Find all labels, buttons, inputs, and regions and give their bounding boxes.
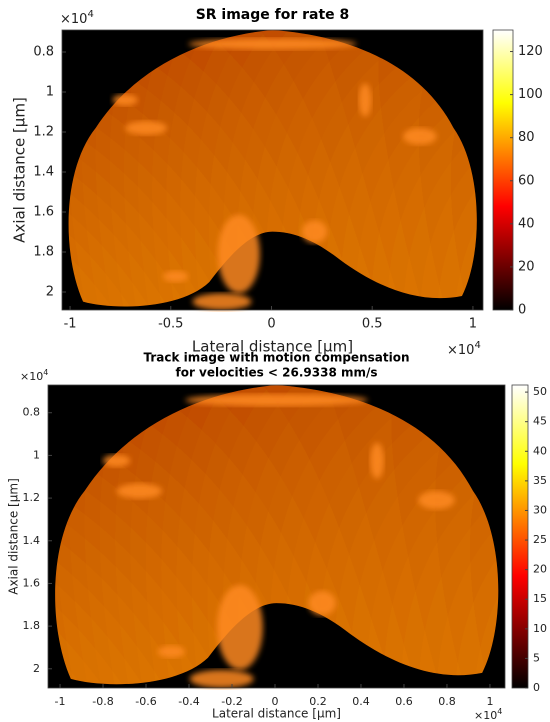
x-tick-label: -0.6 xyxy=(135,695,156,708)
x-tick-label: -1 xyxy=(64,317,77,332)
y-tick-label: 1.6 xyxy=(23,576,41,589)
axis-multiplier: ×104 xyxy=(60,9,94,27)
hotspot xyxy=(188,38,357,50)
y-axis-label: Axial distance [μm] xyxy=(7,478,21,595)
hotspots xyxy=(102,394,455,688)
y-tick-label: 1 xyxy=(33,448,40,461)
hotspot xyxy=(308,591,336,616)
colorbar-tick-label: 25 xyxy=(533,533,547,546)
colorbar-tick-label: 5 xyxy=(533,651,540,664)
hotspot xyxy=(163,270,189,282)
y-axis-label: Axial distance [μm] xyxy=(11,97,29,243)
hotspot xyxy=(157,645,186,658)
chart-title: for velocities < 26.9338 mm/s xyxy=(175,366,377,380)
colorbar-tick-label: 0 xyxy=(518,303,526,318)
x-tick-label: -1 xyxy=(55,695,66,708)
multiplier-power: 4 xyxy=(43,368,48,377)
multiplier-base: ×10 xyxy=(20,370,43,383)
hotspot xyxy=(403,128,437,145)
colorbar-tick-label: 120 xyxy=(518,44,543,59)
y-tick-label: 0.8 xyxy=(33,45,54,60)
axes-frame xyxy=(61,29,484,311)
hotspot xyxy=(192,293,252,310)
x-tick-label: 0.4 xyxy=(352,695,370,708)
vessels xyxy=(68,30,477,307)
y-tick-label: 1.2 xyxy=(23,491,41,504)
multiplier-base: ×10 xyxy=(60,12,87,27)
multiplier-power: 4 xyxy=(87,9,93,20)
colorbar xyxy=(511,384,529,689)
x-tick-label: 0 xyxy=(271,695,278,708)
colorbar-tick-label: 0 xyxy=(533,681,540,694)
axis-multiplier: ×104 xyxy=(447,340,481,358)
vessels xyxy=(55,385,499,685)
y-tick-label: 1.8 xyxy=(23,619,41,632)
axis-multiplier: ×104 xyxy=(474,707,502,722)
x-tick-label: 0.8 xyxy=(438,695,456,708)
colorbar-tick-label: 10 xyxy=(533,622,547,635)
colorbar-tick-label: 20 xyxy=(518,259,535,274)
heatmap-image xyxy=(68,30,477,307)
chart-title: Track image with motion compensation xyxy=(143,351,409,365)
x-tick-label: -0.2 xyxy=(221,695,242,708)
y-tick-label: 1.2 xyxy=(33,125,54,140)
hotspot xyxy=(358,83,372,117)
y-tick-label: 1.8 xyxy=(33,245,54,260)
colorbar-tick-label: 40 xyxy=(518,216,535,231)
x-tick-label: 0.6 xyxy=(395,695,413,708)
chart-title: SR image for rate 8 xyxy=(196,7,350,23)
hotspot xyxy=(418,491,455,510)
hotspot xyxy=(301,220,328,243)
multiplier-base: ×10 xyxy=(474,709,497,722)
x-tick-label: 0.5 xyxy=(362,317,383,332)
hotspots xyxy=(112,38,437,310)
axis-multiplier: ×104 xyxy=(20,368,48,384)
multiplier-base: ×10 xyxy=(447,343,474,358)
y-tick-label: 2 xyxy=(46,285,54,300)
multiplier-power: 4 xyxy=(474,340,480,351)
hotspot xyxy=(185,394,368,407)
hotspot xyxy=(116,483,163,499)
y-tick-label: 1.6 xyxy=(33,205,54,220)
multiplier-power: 4 xyxy=(497,707,502,716)
y-tick-label: 2 xyxy=(33,662,40,675)
heatmap-image xyxy=(55,385,499,685)
y-tick-label: 0.8 xyxy=(23,406,41,419)
hotspot xyxy=(189,669,254,688)
colorbar-tick-label: 80 xyxy=(518,130,535,145)
x-tick-label: -0.5 xyxy=(158,317,183,332)
colorbar-tick-label: 20 xyxy=(533,563,547,576)
hotspot xyxy=(102,454,131,467)
hotspot xyxy=(125,121,168,135)
x-tick-label: -0.4 xyxy=(178,695,199,708)
colorbar-tick-label: 50 xyxy=(533,385,547,398)
x-axis-label: Lateral distance [μm] xyxy=(212,707,341,721)
x-tick-label: 0 xyxy=(267,317,275,332)
y-tick-label: 1 xyxy=(46,85,54,100)
colorbar-tick-label: 60 xyxy=(518,173,535,188)
colorbar-tick-label: 30 xyxy=(533,503,547,516)
hotspot xyxy=(217,214,260,294)
colorbar-tick-label: 100 xyxy=(518,87,543,102)
hotspot xyxy=(370,442,384,479)
x-axis-label: Lateral distance [μm] xyxy=(192,338,353,356)
colorbar-tick-label: 45 xyxy=(533,415,547,428)
x-tick-label: 0.2 xyxy=(309,695,327,708)
hotspot xyxy=(112,94,138,106)
hotspot xyxy=(217,584,263,670)
x-tick-label: 1 xyxy=(469,317,477,332)
colorbar-tick-label: 15 xyxy=(533,592,547,605)
colorbar xyxy=(492,29,514,311)
x-tick-label: 1 xyxy=(486,695,493,708)
colorbar-tick-label: 35 xyxy=(533,474,547,487)
axes-frame xyxy=(47,384,506,689)
x-tick-label: -0.8 xyxy=(92,695,113,708)
colorbar-tick-label: 40 xyxy=(533,444,547,457)
y-tick-label: 1.4 xyxy=(33,165,54,180)
y-tick-label: 1.4 xyxy=(23,534,41,547)
